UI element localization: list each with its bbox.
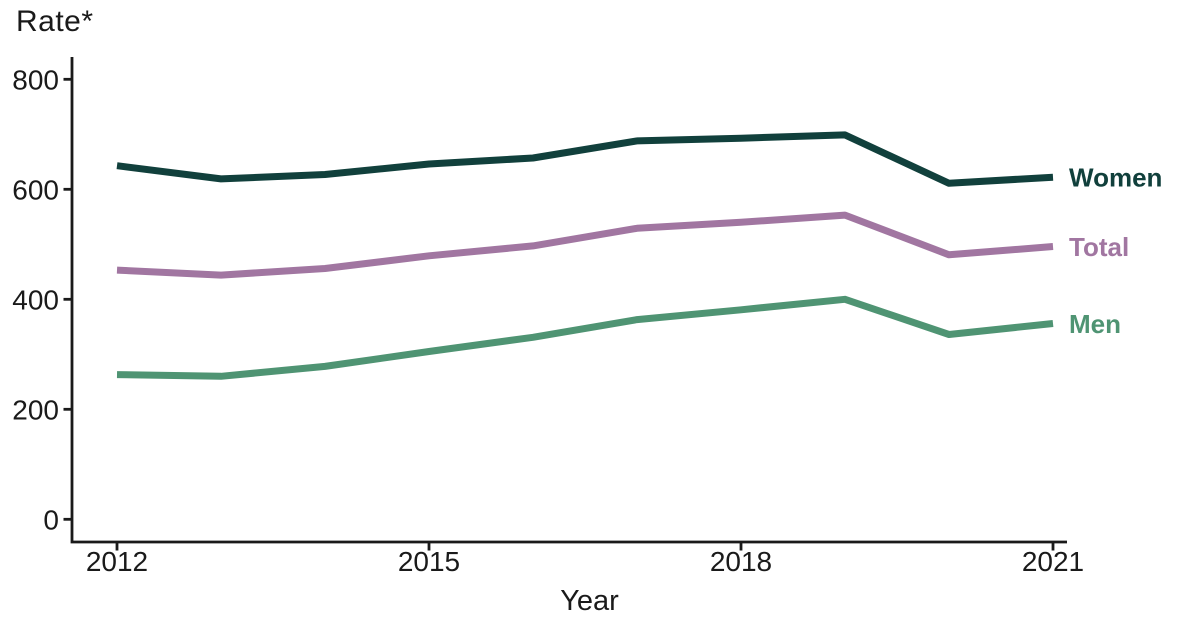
x-tick-label: 2018 (710, 546, 772, 577)
y-tick-label: 600 (12, 174, 59, 205)
x-tick-label: 2015 (398, 546, 460, 577)
y-tick-label: 400 (12, 284, 59, 315)
x-axis-title: Year (560, 585, 619, 617)
axes (70, 57, 1067, 544)
y-tick-label: 200 (12, 394, 59, 425)
y-tick-label: 0 (43, 504, 59, 535)
series-line-total (116, 211, 1054, 279)
series-label-women: Women (1069, 163, 1162, 193)
y-tick-label: 800 (12, 64, 59, 95)
series-line-women (116, 131, 1054, 187)
series-line-men (116, 295, 1054, 380)
x-tick-label: 2012 (86, 546, 148, 577)
series-label-total: Total (1069, 232, 1129, 262)
series-label-men: Men (1069, 309, 1121, 339)
x-tick-label: 2021 (1022, 546, 1084, 577)
y-axis-title: Rate* (16, 5, 94, 38)
